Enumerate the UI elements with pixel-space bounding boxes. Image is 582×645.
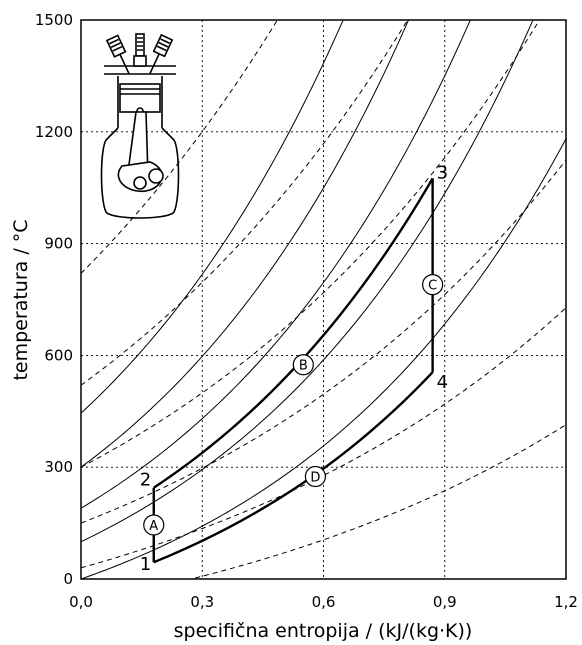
plot-frame	[80, 19, 567, 580]
x-axis-label: specifična entropija / (kJ/(kg·K))	[174, 620, 473, 642]
process-marker-C	[422, 273, 444, 296]
y-tick-label: 1500	[35, 11, 73, 29]
y-tick-label: 0	[63, 570, 73, 588]
process-label-B: B	[299, 359, 308, 374]
isobar-line	[81, 20, 409, 386]
x-tick-label: 0,9	[433, 593, 457, 611]
state-point-3: 3	[437, 162, 448, 183]
process-B	[153, 177, 434, 489]
y-tick-label: 900	[44, 235, 73, 253]
isolines	[81, 20, 566, 579]
state-point-1: 1	[140, 554, 151, 575]
process-label-D: D	[310, 471, 320, 486]
x-tick-label: 1,2	[554, 593, 578, 611]
isochore-line	[81, 20, 471, 509]
isobar-line	[189, 424, 566, 579]
y-tick-label: 1200	[35, 123, 73, 141]
state-point-4: 4	[437, 372, 448, 393]
tick-labels: 0,0 0,3 0,6 0,9 1,2 0 300 600 900 1200 1500	[35, 11, 578, 611]
isobar-line	[81, 159, 566, 524]
process-marker-A	[143, 514, 165, 536]
point-labels: 1 2 3 4 A B C D	[140, 162, 448, 575]
isobar-line	[81, 20, 541, 468]
y-tick-label: 600	[44, 346, 73, 364]
process-label-C: C	[428, 279, 437, 294]
grid	[81, 20, 566, 579]
process-marker-B	[292, 354, 314, 376]
process-D	[153, 371, 434, 564]
x-tick-label: 0,6	[312, 593, 336, 611]
y-axis-label: temperatura / °C	[10, 219, 32, 380]
engine-cylinder-icon	[100, 33, 180, 219]
isochore-line	[81, 20, 344, 414]
x-tick-label: 0,0	[69, 593, 93, 611]
x-tick-label: 0,3	[190, 593, 214, 611]
isobar-line	[81, 20, 278, 274]
y-tick-label: 300	[44, 458, 73, 476]
state-point-2: 2	[140, 470, 151, 491]
isobar-line	[81, 307, 566, 569]
isochore-line	[81, 20, 534, 543]
isochore-line	[81, 20, 410, 468]
process-marker-D	[304, 465, 327, 488]
isochore-line	[81, 138, 566, 579]
process-label-A: A	[149, 519, 158, 534]
